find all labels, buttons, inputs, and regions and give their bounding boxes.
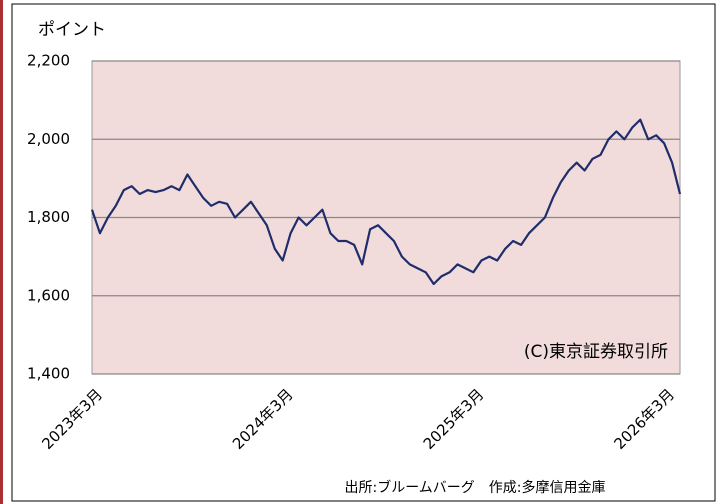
- y-tick-label: 1,400: [27, 365, 70, 383]
- source: 出所:ブルームバーグ 作成:多摩信用金庫: [344, 479, 605, 496]
- frame: [11, 3, 716, 502]
- left-edge: [0, 0, 3, 504]
- annotation: (C)東京証券取引所: [524, 342, 668, 362]
- y-tick-label: 2,000: [27, 130, 70, 148]
- line-series: [90, 118, 682, 286]
- axis-title: ポイント: [38, 20, 106, 40]
- y-tick-label: 2,200: [27, 52, 70, 70]
- y-tick-label: 1,600: [27, 286, 70, 304]
- y-tick-label: 1,800: [27, 208, 70, 226]
